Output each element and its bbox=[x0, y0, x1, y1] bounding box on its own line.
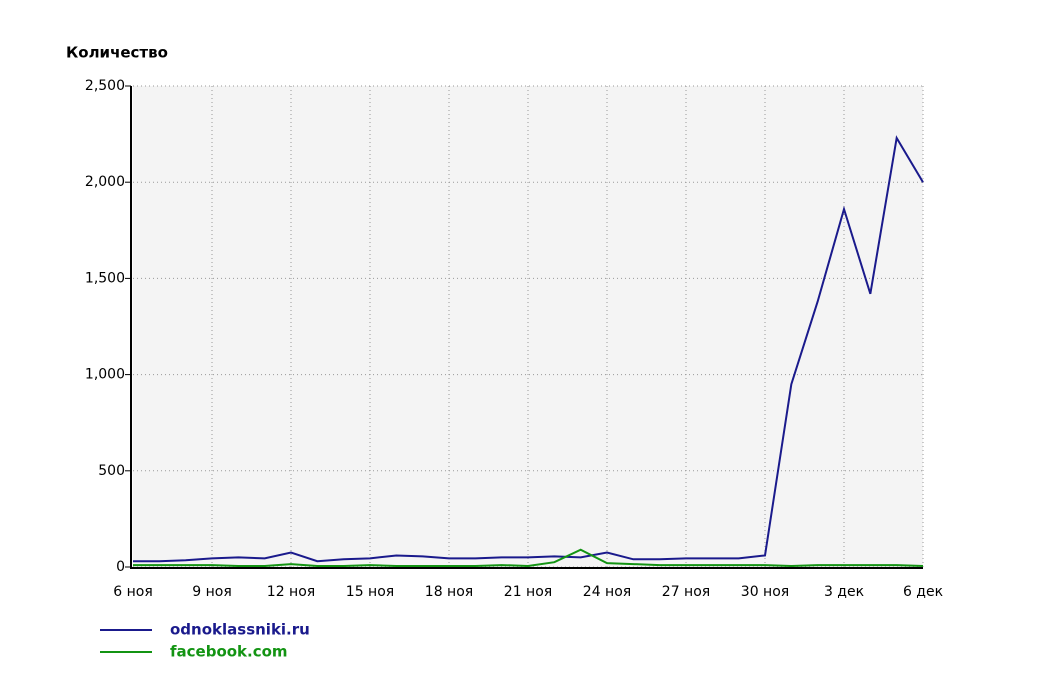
x-tick-label: 18 ноя bbox=[425, 584, 473, 600]
y-tick-label: 0 bbox=[116, 559, 125, 575]
x-tick-label: 12 ноя bbox=[267, 584, 315, 600]
legend-label: odnoklassniki.ru bbox=[170, 621, 310, 639]
y-tick-label: 2,000 bbox=[85, 174, 125, 190]
x-tick-label: 27 ноя bbox=[662, 584, 710, 600]
series-line bbox=[133, 548, 924, 568]
x-tick-label: 24 ноя bbox=[583, 584, 631, 600]
y-tick-label: 1,500 bbox=[85, 270, 125, 286]
chart-title: Количество bbox=[66, 44, 168, 62]
y-tick-label: 1,000 bbox=[85, 367, 125, 383]
x-tick-label: 9 ноя bbox=[192, 584, 232, 600]
x-tick-label: 6 дек bbox=[903, 584, 943, 600]
y-tick-label: 2,500 bbox=[85, 78, 125, 94]
x-tick-label: 15 ноя bbox=[346, 584, 394, 600]
series-line bbox=[133, 135, 924, 563]
x-tick-label: 21 ноя bbox=[504, 584, 552, 600]
legend-label: facebook.com bbox=[170, 643, 288, 661]
x-tick-label: 6 ноя bbox=[113, 584, 153, 600]
y-tick-label: 500 bbox=[98, 463, 125, 479]
x-tick-label: 3 дек bbox=[824, 584, 864, 600]
x-tick-label: 30 ноя bbox=[741, 584, 789, 600]
